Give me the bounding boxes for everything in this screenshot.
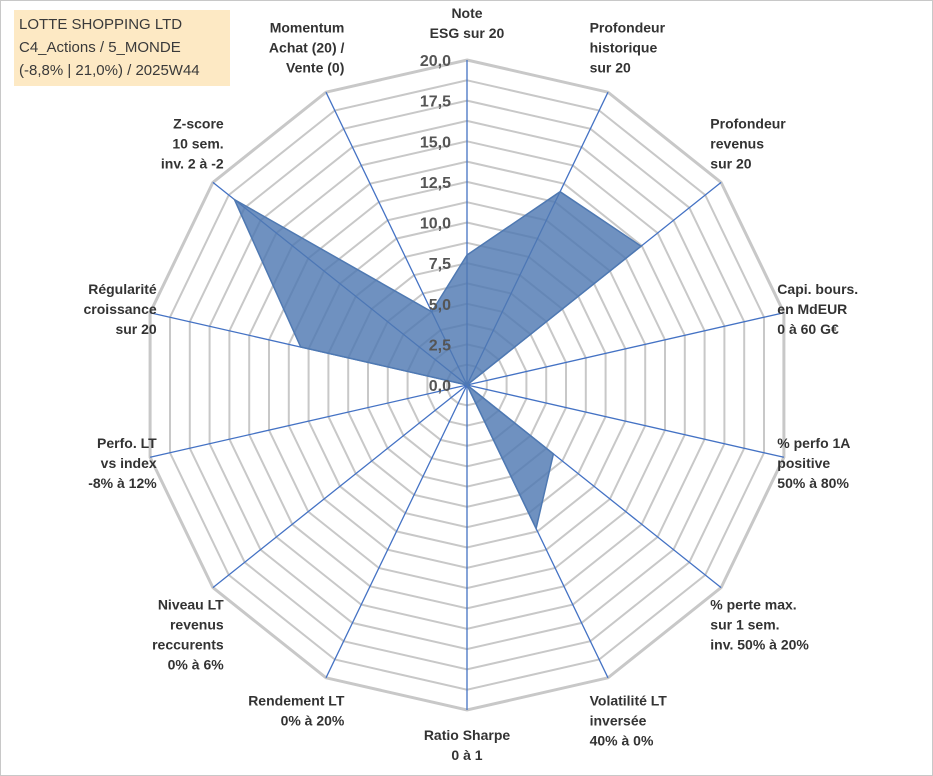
axis-label: Rendement LT 0% à 20% — [248, 693, 345, 729]
axis-label: % perte max. sur 1 sem. inv. 50% à 20% — [710, 596, 809, 652]
axis-labels: Note ESG sur 20 Profondeur historique sur 20… — [84, 5, 859, 763]
axis-spoke — [466, 384, 785, 458]
title-line-company: LOTTE SHOPPING LTD — [19, 16, 183, 33]
axis-spoke — [325, 384, 468, 679]
tick-label: 5,0 — [429, 297, 451, 314]
axis-spoke — [212, 384, 468, 589]
axis-label: Perfo. LT vs index -8% à 12% — [88, 435, 157, 491]
axis-label: Note ESG sur 20 — [430, 5, 505, 41]
radar-series — [232, 190, 643, 531]
tick-label: 10,0 — [420, 216, 451, 233]
tick-label: 15,0 — [420, 134, 451, 151]
axis-label: % perfo 1A positive 50% à 80% — [777, 435, 850, 491]
axis-label: Z-score 10 sem. inv. 2 à -2 — [161, 116, 224, 172]
axis-spoke — [149, 384, 468, 458]
title-line-category: C4_Actions / 5_MONDE — [19, 39, 181, 56]
chart-title-box: LOTTE SHOPPING LTD C4_Actions / 5_MONDE … — [14, 10, 230, 86]
tick-label: 2,5 — [429, 337, 451, 354]
axis-label: Profondeur historique sur 20 — [590, 19, 666, 75]
tick-label: 17,5 — [420, 94, 451, 111]
tick-label: 7,5 — [429, 256, 451, 273]
axis-spoke — [466, 312, 785, 386]
tick-label: 12,5 — [420, 175, 451, 192]
title-line-range-week: (-8,8% | 21,0%) / 2025W44 — [19, 62, 200, 79]
radial-tick-labels: 0,0 2,5 5,0 7,5 10,0 12,5 15,0 17,5 20,0 — [420, 53, 451, 395]
axis-label: Niveau LT revenus reccurents 0% à 6% — [152, 596, 224, 672]
axis-label: Momentum Achat (20) / Vente (0) — [269, 19, 345, 75]
axis-label: Capi. bours. en MdEUR 0 à 60 G€ — [777, 281, 858, 337]
series-area — [232, 190, 643, 531]
axis-label: Ratio Sharpe 0 à 1 — [424, 727, 511, 763]
axis-label: Régularité croissance sur 20 — [84, 281, 157, 337]
tick-label: 0,0 — [429, 378, 451, 395]
axis-label: Profondeur revenus sur 20 — [710, 116, 786, 172]
axis-label: Volatilité LT inversée 40% à 0% — [590, 693, 668, 749]
tick-label: 20,0 — [420, 53, 451, 70]
